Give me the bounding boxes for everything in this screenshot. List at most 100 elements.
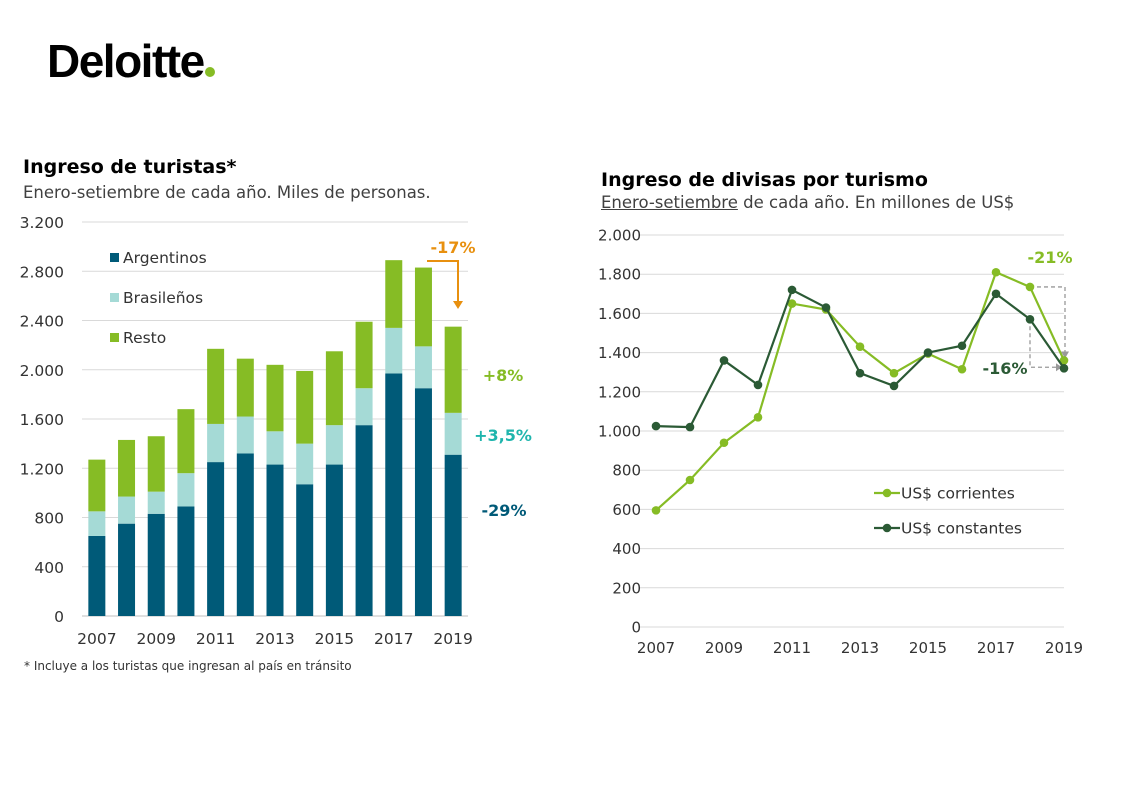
bar-segment xyxy=(266,364,284,432)
y-tick-label: 800 xyxy=(34,510,64,528)
legend-label: US$ corrientes xyxy=(901,485,1015,503)
annotation-label: +8% xyxy=(483,366,524,385)
bar-segment xyxy=(177,506,195,616)
bar-segment xyxy=(414,388,432,616)
bar-segment xyxy=(266,431,284,465)
bar-segment xyxy=(207,423,225,463)
data-point xyxy=(685,475,695,485)
data-point xyxy=(753,380,763,390)
bar-segment xyxy=(385,327,403,374)
x-tick-label: 2013 xyxy=(841,639,879,657)
bar-segment xyxy=(118,496,136,524)
x-tick-label: 2013 xyxy=(255,630,294,648)
y-tick-label: 1.800 xyxy=(598,266,641,284)
y-tick-label: 3.200 xyxy=(20,214,64,232)
y-tick-label: 1.600 xyxy=(598,305,641,323)
data-point xyxy=(923,348,933,357)
logo-dot-icon xyxy=(204,67,215,77)
data-point xyxy=(1025,314,1035,324)
x-tick-label: 2009 xyxy=(705,639,743,657)
logo-text: Deloitte xyxy=(47,35,205,87)
bar-segment xyxy=(88,511,106,536)
data-point xyxy=(855,342,865,352)
data-point xyxy=(991,267,1001,277)
right-subtitle-rest: de cada año. En millones de US$ xyxy=(737,193,1015,212)
data-point xyxy=(991,289,1001,299)
y-tick-label: 400 xyxy=(612,540,641,558)
footnote: * Incluye a los turistas que ingresan al… xyxy=(24,659,352,673)
x-tick-label: 2009 xyxy=(137,630,176,648)
y-tick-label: 2.400 xyxy=(20,313,64,331)
x-tick-label: 2011 xyxy=(196,630,235,648)
y-tick-label: 1.000 xyxy=(598,423,641,441)
bar-segment xyxy=(355,388,373,426)
legend-swatch xyxy=(110,333,119,342)
bar-segment xyxy=(177,409,195,474)
y-tick-label: 600 xyxy=(612,501,641,519)
y-tick-label: 800 xyxy=(612,462,641,480)
annotation-label: -17% xyxy=(431,238,476,257)
right-chart-subtitle: Enero-setiembre de cada año. En millones… xyxy=(601,193,1014,212)
bar-segment xyxy=(118,523,136,616)
x-tick-label: 2015 xyxy=(315,630,354,648)
bar-segment xyxy=(296,484,314,616)
bar-segment xyxy=(88,535,106,616)
bar-segment xyxy=(236,416,254,454)
data-point xyxy=(821,303,831,312)
x-tick-label: 2007 xyxy=(77,630,116,648)
bar-segment xyxy=(325,464,343,616)
bar-segment xyxy=(444,454,462,616)
annotation-label: -16% xyxy=(983,359,1028,378)
bar-segment xyxy=(147,436,165,492)
bar-segment xyxy=(236,453,254,616)
left-chart-subtitle: Enero-setiembre de cada año. Miles de pe… xyxy=(23,183,431,202)
data-point xyxy=(889,381,899,391)
legend-label: US$ constantes xyxy=(901,520,1022,538)
arrow-head-icon xyxy=(1061,351,1069,359)
legend-swatch xyxy=(110,293,119,302)
data-point xyxy=(957,341,967,351)
data-point xyxy=(651,506,661,515)
data-point xyxy=(855,368,865,378)
x-tick-label: 2019 xyxy=(1045,639,1083,657)
bar-segment xyxy=(444,412,462,455)
data-point xyxy=(685,422,695,432)
data-point xyxy=(787,285,797,295)
y-tick-label: 2.800 xyxy=(20,263,64,281)
y-tick-label: 2.000 xyxy=(20,362,64,380)
x-tick-label: 2011 xyxy=(773,639,811,657)
bar-segment xyxy=(88,459,106,512)
bar-segment xyxy=(177,473,195,507)
data-point xyxy=(1025,282,1035,292)
y-tick-label: 0 xyxy=(54,608,64,626)
x-tick-label: 2017 xyxy=(977,639,1015,657)
y-tick-label: 2.000 xyxy=(598,227,641,245)
annotation-bracket xyxy=(1030,286,1066,355)
annotation-bracket xyxy=(1029,319,1059,368)
y-tick-label: 1.200 xyxy=(20,460,64,478)
annotation-label: +3,5% xyxy=(474,426,532,445)
y-tick-label: 200 xyxy=(612,579,641,597)
x-tick-label: 2007 xyxy=(637,639,675,657)
bar-segment xyxy=(147,513,165,616)
y-tick-label: 400 xyxy=(34,559,64,577)
y-tick-label: 1.400 xyxy=(598,344,641,362)
bar-segment xyxy=(266,464,284,616)
data-point xyxy=(719,438,729,448)
bar-segment xyxy=(325,351,343,426)
data-point xyxy=(889,368,899,378)
data-point xyxy=(1059,356,1069,365)
y-tick-label: 0 xyxy=(631,619,641,637)
legend-marker xyxy=(882,523,892,533)
x-tick-label: 2019 xyxy=(433,630,472,648)
bar-segment xyxy=(147,491,165,514)
annotation-label: -29% xyxy=(482,501,527,520)
bar-segment xyxy=(414,346,432,389)
y-tick-label: 1.600 xyxy=(20,411,64,429)
bar-segment xyxy=(414,267,432,347)
bar-segment xyxy=(207,462,225,616)
right-subtitle-underlined: Enero-setiembre xyxy=(601,193,738,212)
data-point xyxy=(719,356,729,365)
legend-label: Brasileños xyxy=(123,289,203,307)
